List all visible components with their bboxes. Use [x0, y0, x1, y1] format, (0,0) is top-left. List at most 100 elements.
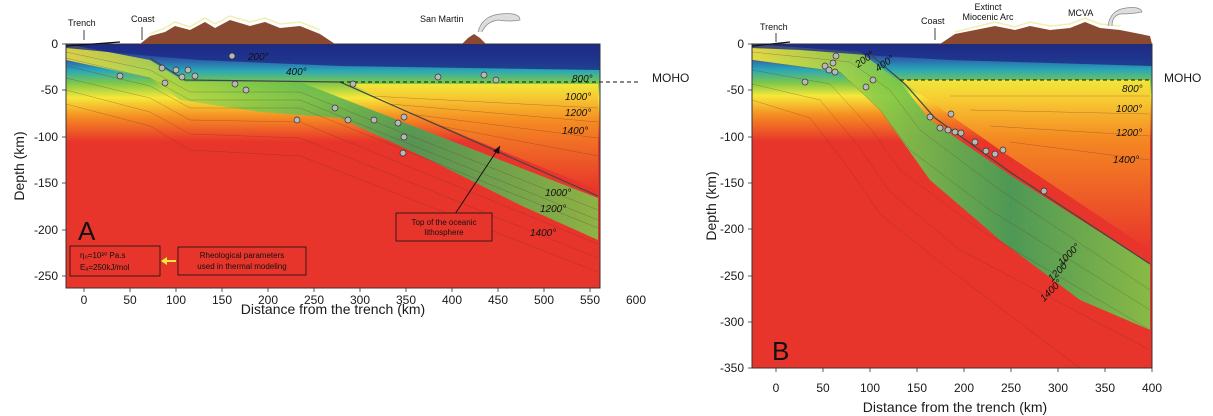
panel-b-x-tick-label: 300 — [1048, 381, 1068, 395]
panel-a-y-tick-label: 0 — [51, 37, 58, 51]
panel-a-x-tick-label: 550 — [580, 293, 600, 307]
panel-a-isotherm-1400: 1400° — [562, 126, 588, 137]
panel-b-isotherm-1200: 1200° — [1116, 128, 1142, 139]
panel-b-x-tick-label: 350 — [1095, 381, 1115, 395]
panel-b-slab — [752, 44, 1150, 330]
panel-b-x-tick-label: 200 — [954, 381, 974, 395]
panel-b-y-tick-label: -50 — [727, 83, 745, 97]
panel-b-x-tick-label: 250 — [1001, 381, 1021, 395]
panel-a-slab-top-label-2: lithosphere — [424, 228, 464, 237]
earthquake-marker — [191, 72, 199, 80]
panel-b-topography-highlight — [954, 17, 1121, 33]
panel-a-coast-label: Coast — [131, 14, 155, 24]
panel-b-x-tick-label: 0 — [773, 381, 780, 395]
panel-a-y-tick-label: -100 — [34, 130, 58, 144]
earthquake-marker — [832, 52, 840, 60]
panel-a-rheology-viscosity: η₀=10²⁰ Pa.s — [80, 251, 125, 260]
panel-a-arrowhead-icon — [493, 146, 500, 154]
panel-a-trench-line — [65, 41, 121, 47]
earthquake-marker — [331, 104, 339, 112]
earthquake-marker — [821, 62, 829, 70]
panel-a-slab-top-line — [149, 57, 599, 197]
panel-a-x-axis-title: Distance from the trench (km) — [241, 301, 425, 317]
panel-a-y-tick-label: -50 — [41, 83, 59, 97]
panel-b-y-tick-label: -350 — [720, 361, 744, 375]
panel-a-isotherm-1000: 1000° — [565, 92, 591, 103]
earthquake-marker — [172, 66, 180, 74]
panel-a-rheology-note-box — [177, 246, 307, 276]
panel-a-isotherm-200: 200° — [247, 52, 269, 63]
earthquake-marker — [178, 73, 186, 81]
panel-a-slab-top-label-1: Top of the oceanic — [412, 218, 477, 227]
panel-b-x-ticks — [775, 368, 1153, 372]
panel-b-letter: B — [772, 336, 789, 366]
earthquake-marker — [957, 129, 965, 137]
earthquake-marker — [161, 79, 169, 87]
earthquake-marker — [116, 72, 124, 80]
earthquake-marker — [492, 76, 500, 84]
panel-b-trench-label: Trench — [760, 22, 788, 32]
panel-a-mantle-wedge — [350, 84, 598, 190]
panel-a-x-tick-label: 0 — [81, 293, 88, 307]
panel-b-plume — [1107, 7, 1143, 27]
panel-a-x-tick-label: 350 — [396, 293, 416, 307]
panel-a-plume — [477, 13, 521, 33]
panel-a-y-tick-label: -200 — [34, 223, 58, 237]
panel-a-isotherm-400: 400° — [286, 67, 307, 78]
panel-a-x-tick-label: 150 — [212, 293, 232, 307]
panel-b-x-tick-label: 50 — [816, 381, 830, 395]
earthquake-marker — [349, 80, 357, 88]
panel-a-x-tick-label: 250 — [304, 293, 324, 307]
panel-a-x-tick-label: 600 — [626, 293, 646, 307]
panel-b-trench-line — [751, 41, 791, 47]
panel-a-x-tick-label: 500 — [534, 293, 554, 307]
panel-a-volcano — [462, 34, 486, 44]
panel-b-arc-label-1: Extinct — [974, 2, 1002, 12]
earthquake-marker — [434, 73, 442, 81]
earthquake-marker — [999, 146, 1007, 154]
panel-b-arc-label-2: Miocenic Arc — [962, 12, 1014, 22]
panel-a-x-tick-label: 200 — [258, 293, 278, 307]
panel-a-y-tick-label: -150 — [34, 176, 58, 190]
panel-a: 200° 400° 800° 1000° 1200° 1400° 1000° 1… — [11, 13, 689, 317]
panel-a-contours — [65, 51, 599, 273]
panel-b-x-tick-label: 400 — [1142, 381, 1162, 395]
earthquake-marker — [936, 124, 944, 132]
earthquake-marker — [862, 83, 870, 91]
panel-b-mcva-label: MCVA — [1068, 8, 1093, 18]
panel-b-coast-label: Coast — [921, 16, 945, 26]
earthquake-marker — [829, 59, 837, 67]
panel-b-moho-label: MOHO — [1164, 71, 1201, 85]
panel-a-y-ticks — [62, 43, 66, 277]
panel-a-x-tick-label: 400 — [442, 293, 462, 307]
earthquake-marker — [184, 66, 192, 74]
panel-a-y-tick-label: -250 — [34, 269, 58, 283]
panel-a-crust — [66, 44, 600, 70]
panel-a-x-tick-label: 450 — [488, 293, 508, 307]
panel-b-earthquakes — [801, 52, 1048, 195]
panel-a-slab-top-arrow — [454, 145, 501, 215]
earthquake-marker — [991, 150, 999, 158]
panel-b-y-tick-label: -300 — [720, 315, 744, 329]
earthquake-marker — [951, 128, 959, 136]
panel-b-x-axis-title: Distance from the trench (km) — [863, 399, 1047, 415]
panel-a-x-tick-label: 300 — [350, 293, 370, 307]
panel-b-isotherm-1400: 1400° — [1113, 155, 1139, 166]
panel-a-rheology-activation-energy: Eₐ=250kJ/mol — [80, 263, 130, 272]
panel-b-isotherm-1000: 1000° — [1116, 104, 1142, 115]
panel-b-topography — [940, 22, 1152, 44]
panel-b-contours — [751, 51, 1151, 369]
panel-b-y-axis-title: Depth (km) — [703, 171, 719, 240]
panel-a-x-ticks — [83, 288, 591, 292]
panel-a-isotherm-1000-deep: 1000° — [545, 188, 571, 199]
earthquake-marker — [370, 116, 378, 124]
earthquake-marker — [394, 119, 402, 127]
panel-a-letter: A — [78, 216, 96, 246]
panel-a-volcano-label: San Martin — [420, 14, 464, 24]
earthquake-marker — [231, 80, 239, 88]
earthquake-marker — [399, 149, 407, 157]
panel-a-isotherm-1200: 1200° — [565, 108, 591, 119]
panel-b-slab-top-line — [869, 53, 1151, 265]
earthquake-marker — [947, 110, 955, 118]
